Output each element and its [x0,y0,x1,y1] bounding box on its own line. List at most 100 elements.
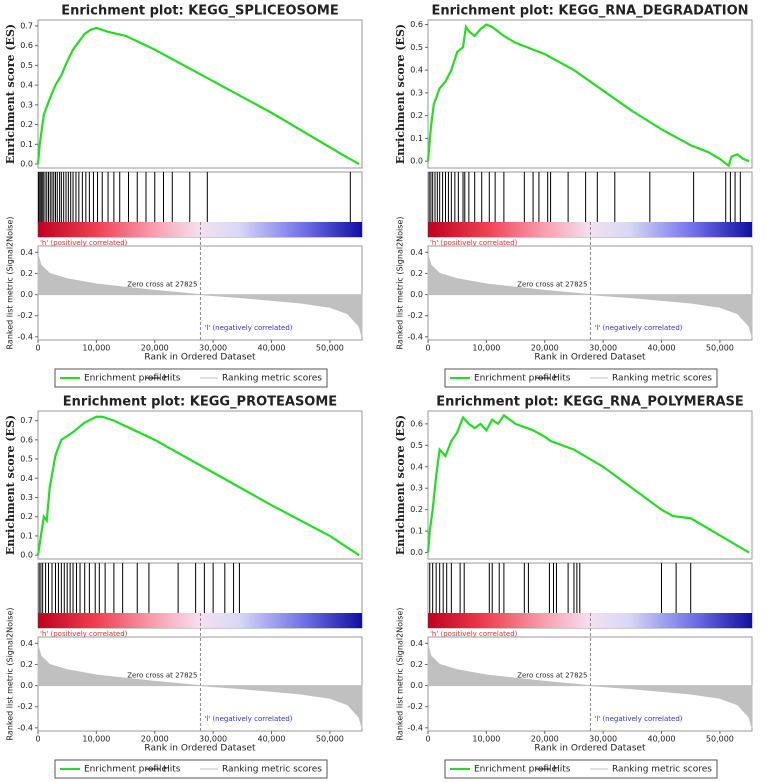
x-tick-label: 40,000 [258,735,286,744]
y2-tick-label: 0.4 [20,639,33,648]
y2-tick-label: -0.2 [407,702,423,711]
gsea-panel: Enrichment plot: KEGG_RNA_POLYMERASE 0.0 0… [394,395,753,779]
y-tick-label: 0.1 [20,531,33,540]
enrichment-profile [36,415,360,557]
y-tick-label: 0.0 [20,551,33,560]
y2-tick-label: 0.2 [410,269,423,278]
y2-tick-label: -0.4 [17,723,33,732]
y-tick-label: 0.6 [20,435,33,444]
legend-label: Ranking metric scores [222,374,322,384]
enrichment-profile [426,23,750,168]
zero-cross-label: Zero cross at 27825 [517,672,587,680]
ranking-metric-area [427,645,753,728]
y2-tick-label: -0.4 [407,332,423,341]
x-tick-label: 10,000 [82,344,110,353]
y-axis-label: Enrichment score (ES) [394,24,407,164]
es-frame [427,410,753,560]
legend-box [444,368,718,388]
y-tick-label: 0.2 [410,111,423,120]
y-tick-label: 0.6 [20,41,33,50]
x-tick-label: 40,000 [648,344,676,353]
y-tick-label: 0.6 [410,419,423,428]
y-tick-label: 0.5 [410,43,423,52]
gsea-panel: Enrichment plot: KEGG_SPLICEOSOME 0.0 0.1 0… [4,4,363,388]
y-tick-label: 0.3 [20,493,33,502]
y-axis-label: Enrichment score (ES) [4,24,17,164]
legend-label: Ranking metric scores [612,765,712,775]
y-tick-label: 0.6 [410,20,423,29]
x-tick-label: 50,000 [706,735,734,744]
x-tick-label: 0 [425,344,430,353]
x-tick-label: 50,000 [316,735,344,744]
gsea-panel: Enrichment plot: KEGG_PROTEASOME 0.0 0.1 0.… [4,395,363,779]
y-tick-label: 0.5 [410,441,423,450]
enrichment-profile [36,26,360,166]
x-tick-label: 20,000 [531,735,559,744]
zero-cross-label: Zero cross at 27825 [127,281,197,289]
y-tick-label: 0.2 [20,512,33,521]
y2-tick-label: 0.2 [20,269,33,278]
y2-axis-label: Ranked list metric (Signal2Noise) [6,608,15,741]
enrichment-profile [426,413,750,554]
y2-axis-label: Ranked list metric (Signal2Noise) [6,217,15,350]
y2-tick-label: 0.2 [410,660,423,669]
y-tick-label: 0.2 [410,505,423,514]
x-tick-label: 40,000 [648,735,676,744]
legend-label: Enrichment profile [474,765,558,775]
y-tick-label: 0.4 [410,66,423,75]
chart-title: Enrichment plot: KEGG_PROTEASOME [63,395,337,410]
y2-axis-label: Ranked list metric (Signal2Noise) [396,217,405,350]
es-frame [427,19,753,169]
y-tick-label: 0.5 [20,61,33,70]
y-tick-label: 0.2 [20,120,33,129]
x-tick-label: 0 [35,735,40,744]
legend-label: Enrichment profile [84,374,168,384]
y2-tick-label: 0.0 [20,290,33,299]
legend-box [54,368,328,388]
y2-tick-label: 0.4 [410,639,423,648]
y2-tick-label: -0.2 [17,702,33,711]
y2-tick-label: -0.4 [17,332,33,341]
x-axis-label: Rank in Ordered Dataset [534,353,646,363]
y2-tick-label: 0.0 [20,681,33,690]
x-axis-label: Rank in Ordered Dataset [144,744,256,754]
y-tick-label: 0.1 [410,134,423,143]
y-tick-label: 0.3 [410,484,423,493]
legend-label: Hits [163,374,181,384]
y2-axis-label: Ranked list metric (Signal2Noise) [396,608,405,741]
x-tick-label: 0 [35,344,40,353]
y2-tick-label: 0.0 [410,290,423,299]
legend-label: Ranking metric scores [612,374,712,384]
y-tick-label: 0.3 [410,88,423,97]
legend-box [54,759,328,779]
y-tick-label: 0.0 [20,160,33,169]
legend-label: Enrichment profile [474,374,558,384]
x-tick-label: 20,000 [531,344,559,353]
y2-tick-label: 0.0 [410,681,423,690]
x-tick-label: 50,000 [706,344,734,353]
ranking-metric-area [37,645,363,728]
y-tick-label: 0.5 [20,455,33,464]
negative-label: 'l' (negatively correlated) [594,324,682,332]
legend-label: Hits [553,765,571,775]
gsea-panel: Enrichment plot: KEGG_RNA_DEGRADATION 0.0… [394,4,753,388]
y2-tick-label: 0.4 [20,248,33,257]
x-tick-label: 10,000 [472,344,500,353]
y2-tick-label: 0.4 [410,248,423,257]
y-tick-label: 0.4 [410,462,423,471]
y-tick-label: 0.1 [410,527,423,536]
positive-label: 'h' (positively correlated) [430,630,518,638]
y-axis-label: Enrichment score (ES) [4,415,17,555]
x-tick-label: 20,000 [141,735,169,744]
x-tick-label: 10,000 [82,735,110,744]
legend-label: Hits [163,765,181,775]
chart-title: Enrichment plot: KEGG_RNA_POLYMERASE [436,395,744,410]
legend-box [444,759,718,779]
positive-label: 'h' (positively correlated) [430,239,518,247]
y-axis-label: Enrichment score (ES) [394,415,407,555]
y-tick-label: 0.0 [410,548,423,557]
